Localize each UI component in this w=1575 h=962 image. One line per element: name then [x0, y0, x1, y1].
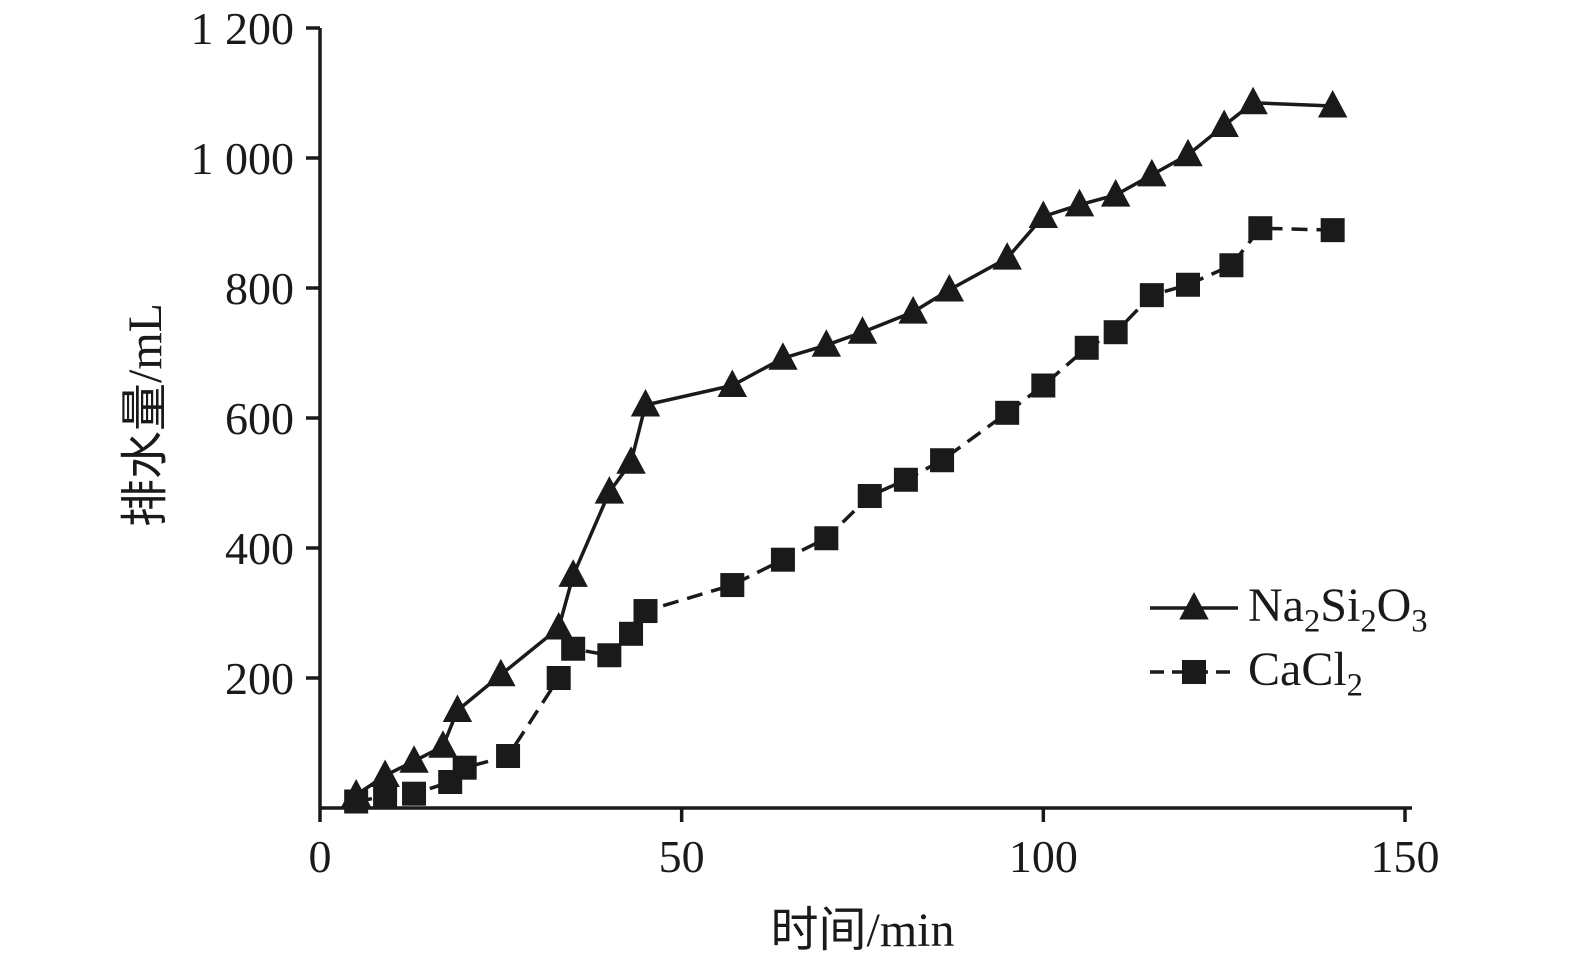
square-legend-marker-icon	[1150, 660, 1238, 684]
triangle-data-point-marker	[1317, 90, 1348, 118]
y-tick-label: 1 000	[191, 133, 295, 184]
series-line-cacl2	[355, 226, 1333, 804]
x-tick-label: 150	[1371, 831, 1440, 882]
y-tick-label: 400	[225, 523, 294, 574]
square-data-point-marker	[1248, 216, 1273, 241]
square-data-point-marker	[770, 547, 795, 572]
y-tick-label: 600	[225, 393, 294, 444]
square-data-point-marker	[1031, 373, 1056, 398]
square-data-point-marker	[1219, 253, 1244, 278]
triangle-data-point-marker	[811, 329, 842, 357]
square-data-point-marker	[402, 781, 427, 806]
legend-label-subscript: 2	[1360, 603, 1377, 640]
square-data-point-marker	[633, 599, 658, 624]
x-tick-label: 0	[309, 831, 332, 882]
y-tick-label: 200	[225, 653, 294, 704]
triangle-data-point-marker	[1173, 138, 1203, 167]
square-data-point-marker	[1139, 283, 1164, 308]
triangle-data-point-marker	[1100, 179, 1131, 207]
triangle-data-point-marker	[442, 694, 473, 723]
triangle-data-point-marker	[847, 316, 878, 344]
x-axis-label: 时间/min	[770, 904, 955, 957]
square-data-point-marker	[930, 448, 955, 473]
triangle-data-point-marker	[934, 273, 965, 302]
square-data-point-marker	[995, 400, 1020, 425]
square-data-point-marker	[1074, 335, 1099, 360]
square-data-point-marker	[619, 621, 644, 646]
triangle-data-point-marker	[486, 658, 516, 687]
square-icon	[1182, 660, 1206, 684]
triangle-data-point-marker	[1238, 86, 1268, 115]
triangle-data-point-marker	[543, 611, 574, 640]
legend-item-cacl2: CaCl2	[1148, 643, 1428, 702]
triangle-data-point-marker	[768, 342, 798, 370]
triangle-data-point-marker	[399, 745, 429, 773]
legend-label-subscript: 2	[1346, 667, 1363, 704]
square-data-point-marker	[1320, 218, 1345, 243]
square-data-point-marker	[720, 573, 745, 598]
triangle-icon	[1179, 592, 1209, 620]
triangle-data-point-marker	[428, 730, 458, 758]
triangle-legend-marker-icon	[1150, 592, 1238, 620]
legend-label-subscript: 2	[1303, 603, 1321, 640]
triangle-data-point-marker	[1137, 158, 1167, 187]
square-data-point-marker	[344, 789, 369, 814]
triangle-data-point-marker	[898, 296, 928, 324]
triangle-data-point-marker	[1209, 109, 1239, 138]
square-data-point-marker	[814, 526, 839, 551]
legend-label-text: Na	[1248, 579, 1304, 632]
square-data-point-marker	[597, 643, 622, 668]
legend-label-text: O	[1376, 579, 1412, 632]
square-data-point-marker	[1176, 272, 1200, 297]
triangle-data-point-marker	[616, 446, 646, 474]
legend-label-na2si2o3: Na2Si2O3	[1248, 579, 1428, 638]
legend-label-subscript: 3	[1411, 603, 1428, 640]
triangle-data-point-marker	[370, 759, 400, 788]
square-data-point-marker	[561, 636, 586, 661]
square-data-point-marker	[1103, 320, 1128, 345]
triangle-data-point-marker	[992, 242, 1022, 270]
legend-item-na2si2o3: Na2Si2O3	[1148, 579, 1428, 638]
triangle-data-point-marker	[1028, 200, 1059, 229]
legend: Na2Si2O3 CaCl2	[1148, 579, 1428, 702]
x-tick-label: 50	[659, 831, 705, 882]
x-tick-label: 100	[1009, 831, 1078, 882]
triangle-data-point-marker	[717, 369, 748, 398]
y-tick-label: 800	[225, 263, 294, 314]
triangle-data-point-marker	[1064, 188, 1095, 217]
square-data-point-marker	[893, 467, 918, 492]
legend-label-cacl2: CaCl2	[1248, 643, 1363, 702]
square-data-point-marker	[857, 484, 882, 508]
square-data-point-marker	[452, 755, 477, 780]
square-data-point-marker	[496, 744, 521, 768]
y-axis-label: 排水量/mL	[119, 303, 172, 527]
triangle-data-point-marker	[558, 559, 588, 587]
y-tick-label: 1 200	[191, 3, 295, 54]
square-data-point-marker	[546, 666, 571, 690]
square-data-point-marker	[373, 784, 398, 809]
triangle-data-point-marker	[630, 389, 661, 417]
triangle-data-point-marker	[594, 476, 625, 504]
legend-label-text: CaCl	[1248, 643, 1347, 696]
legend-label-text: Si	[1320, 579, 1361, 632]
